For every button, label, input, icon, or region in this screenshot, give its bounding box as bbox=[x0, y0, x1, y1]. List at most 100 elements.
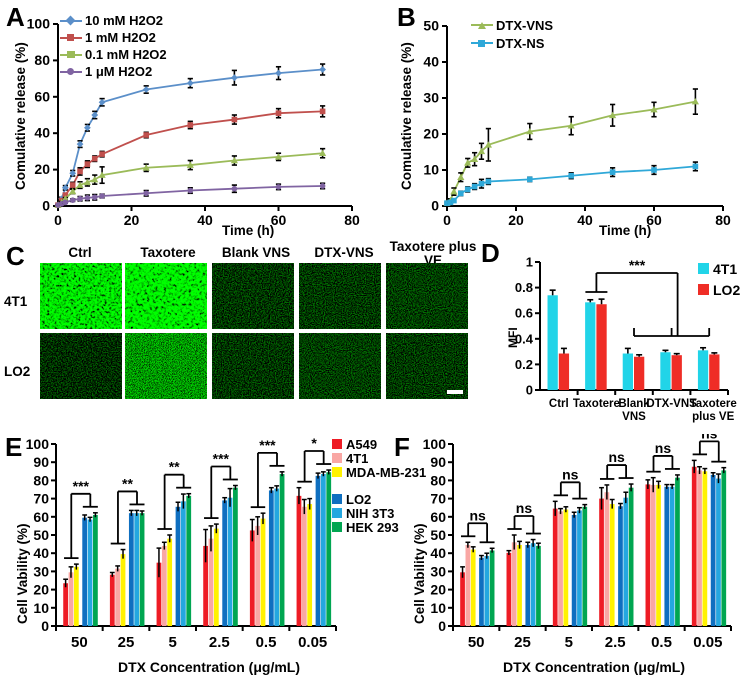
bar bbox=[479, 557, 484, 626]
y-tick-label: 50 bbox=[33, 527, 49, 543]
legend-item-0: 10 mM H2O2 bbox=[60, 12, 167, 29]
legend-item-3: 1 μM H2O2 bbox=[60, 63, 167, 80]
bar bbox=[186, 495, 192, 626]
legend-item-hek-293: HEK 293 bbox=[332, 520, 426, 534]
panel-f-label: F bbox=[394, 432, 410, 462]
panel-e-xlabel: DTX Concentration (μg/mL) bbox=[118, 659, 300, 675]
bar bbox=[525, 545, 531, 626]
y-tick-label: 70 bbox=[33, 491, 49, 507]
x-tick-label: 80 bbox=[344, 212, 360, 228]
bar bbox=[645, 484, 651, 626]
panel-e-ylabel: Cell Vability (%) bbox=[15, 523, 30, 624]
bar bbox=[274, 488, 280, 626]
bar bbox=[203, 545, 208, 626]
x-tick-label: Taxotere bbox=[690, 398, 737, 410]
x-tick-label: 2.5 bbox=[605, 634, 626, 651]
x-tick-label: 50 bbox=[468, 634, 485, 651]
y-tick-label: 0 bbox=[42, 198, 50, 214]
significance-label: ns bbox=[655, 440, 672, 456]
bar bbox=[87, 519, 93, 626]
y-tick-label: 0.6 bbox=[515, 306, 533, 321]
panel-a-plot: 0 20 40 60 80 100 0 20 40 60 80 bbox=[27, 16, 360, 229]
significance-label: * bbox=[311, 435, 317, 451]
bar bbox=[128, 513, 134, 626]
bar bbox=[618, 506, 623, 626]
panel-b-legend: DTX-VNS DTX-NS bbox=[471, 16, 553, 52]
bar bbox=[669, 486, 675, 626]
legend-label: NIH 3T3 bbox=[346, 505, 395, 521]
bar bbox=[307, 504, 313, 626]
bar bbox=[517, 545, 522, 626]
bar bbox=[716, 478, 721, 626]
significance-label: *** bbox=[629, 257, 646, 273]
bar bbox=[664, 486, 670, 626]
bar bbox=[465, 545, 471, 626]
legend-label: 0.1 mM H2O2 bbox=[85, 47, 167, 62]
bar bbox=[697, 350, 709, 390]
x-tick-label: 5 bbox=[565, 634, 573, 651]
line-marker-icon bbox=[60, 34, 82, 41]
y-tick-label: 40 bbox=[33, 545, 49, 561]
y-tick-label: 20 bbox=[430, 582, 446, 598]
x-tick-label: 0.5 bbox=[256, 634, 277, 651]
y-tick-label: 30 bbox=[33, 563, 49, 579]
bar bbox=[530, 543, 536, 626]
bar bbox=[604, 492, 610, 626]
panel-c: C Ctrl Taxotere Blank VNS DTX-VNS Taxote… bbox=[0, 239, 480, 435]
panel-c-col-3: DTX-VNS bbox=[314, 245, 374, 260]
legend-item-1: 1 mM H2O2 bbox=[60, 29, 167, 46]
x-tick-label: 80 bbox=[715, 212, 731, 228]
x-tick-label: 0 bbox=[443, 212, 451, 228]
significance-label: ns bbox=[701, 434, 718, 441]
bar bbox=[326, 472, 332, 626]
y-tick-label: 0.8 bbox=[515, 280, 533, 295]
bar bbox=[63, 583, 68, 626]
bar bbox=[139, 513, 145, 626]
bar bbox=[120, 554, 126, 626]
bar bbox=[536, 545, 541, 626]
x-tick-label: Ctrl bbox=[549, 398, 569, 410]
color-swatch-icon bbox=[332, 508, 342, 518]
bar bbox=[623, 497, 629, 626]
bar bbox=[222, 500, 228, 626]
y-tick-label: 80 bbox=[34, 52, 50, 68]
line-marker-icon bbox=[471, 39, 493, 47]
panel-a-ylabel: Comulative release (%) bbox=[13, 42, 28, 190]
y-tick-label: 50 bbox=[423, 18, 439, 34]
panel-f-plot: 0 10 20 30 40 50 60 70 80 90 100 50 25 5 2.5 0.5 0.05 ns n… bbox=[423, 434, 732, 651]
bar bbox=[547, 295, 558, 390]
y-tick-label: 100 bbox=[26, 436, 50, 452]
bar bbox=[563, 509, 569, 626]
panel-f: F 0 10 20 30 40 50 60 70 80 90 100 50 25 5 2.5 0.5 0.05 n… bbox=[375, 434, 750, 676]
color-swatch-icon bbox=[332, 439, 342, 449]
y-tick-label: 40 bbox=[34, 125, 50, 141]
bar bbox=[634, 356, 645, 390]
y-tick-label: 0 bbox=[431, 198, 439, 214]
bar bbox=[167, 538, 173, 626]
panel-a-xlabel: Time (h) bbox=[222, 223, 275, 238]
legend-item-0: DTX-VNS bbox=[471, 16, 553, 34]
panel-d-legend: 4T1 LO2 bbox=[698, 258, 740, 300]
x-tick-label: DTX-VNS bbox=[646, 398, 697, 410]
micrograph-row-lo2 bbox=[40, 333, 468, 399]
bar bbox=[650, 484, 656, 626]
bar bbox=[233, 487, 238, 626]
legend-item-2: 0.1 mM H2O2 bbox=[60, 46, 167, 63]
y-tick-label: 1 bbox=[526, 255, 533, 270]
legend-label: 4T1 bbox=[346, 450, 369, 466]
bar bbox=[460, 572, 465, 626]
x-tick-label: 40 bbox=[197, 212, 213, 228]
bar bbox=[609, 504, 615, 626]
bar bbox=[506, 552, 512, 626]
bar bbox=[697, 470, 702, 626]
bar bbox=[156, 562, 162, 626]
panel-e-label: E bbox=[5, 432, 23, 462]
x-tick-label: plus VE bbox=[692, 411, 735, 423]
bar bbox=[656, 484, 661, 626]
bar bbox=[279, 474, 285, 626]
color-swatch-icon bbox=[698, 284, 709, 295]
x-tick-label: 60 bbox=[646, 212, 662, 228]
bar bbox=[558, 511, 563, 626]
